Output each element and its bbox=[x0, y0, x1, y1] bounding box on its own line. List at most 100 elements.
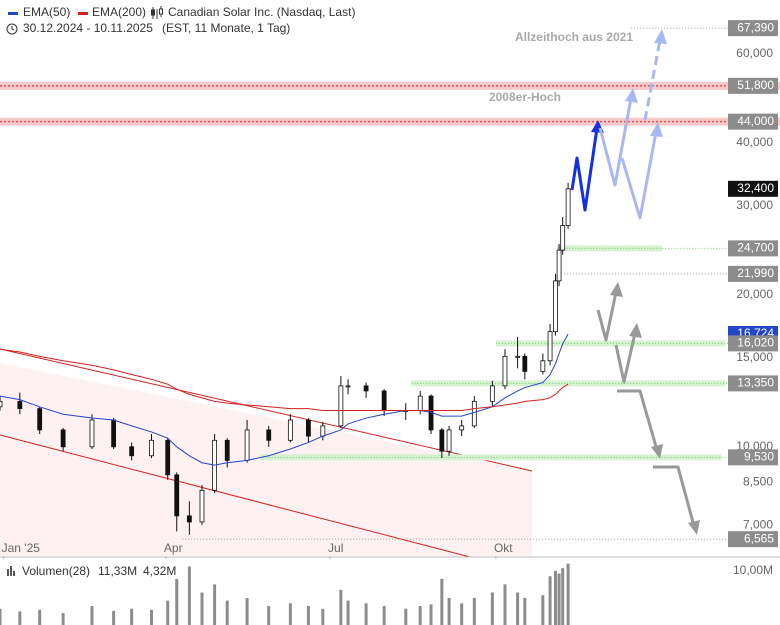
volume-label: Volumen(28) bbox=[22, 564, 90, 578]
x-tick-label: Jan '25 bbox=[2, 541, 41, 555]
y-tick-label: 20,000 bbox=[736, 287, 773, 301]
volume-bar bbox=[541, 595, 545, 625]
price-box-label: 16,020 bbox=[737, 336, 774, 350]
volume-tick-label: 10,00M bbox=[733, 563, 773, 577]
volume-bar bbox=[339, 589, 343, 625]
candle-body bbox=[287, 419, 293, 441]
candle-body bbox=[224, 439, 230, 461]
volume-bar bbox=[166, 600, 170, 625]
volume-bar bbox=[523, 597, 527, 625]
y-tick-label: 15,000 bbox=[736, 350, 773, 364]
volume-bar bbox=[447, 597, 451, 625]
price-box bbox=[728, 335, 778, 352]
date-range: 30.12.2024 - 10.11.2025 bbox=[23, 21, 153, 35]
volume-bar bbox=[200, 592, 204, 625]
legend-label: EMA(50) bbox=[23, 5, 70, 19]
projections bbox=[570, 29, 700, 535]
support-zone bbox=[259, 454, 722, 461]
price-box-label: 44,000 bbox=[737, 114, 774, 128]
volume-bar bbox=[321, 608, 325, 625]
volume-bar bbox=[440, 578, 444, 625]
instrument: Canadian Solar Inc. (Nasdaq, Last) bbox=[168, 5, 355, 19]
price-box-label: 9,530 bbox=[744, 450, 774, 464]
volume-bar bbox=[267, 606, 271, 625]
volume-bar bbox=[213, 584, 217, 625]
volume-bar bbox=[382, 606, 386, 625]
candle-body bbox=[17, 400, 23, 410]
y-tick-label: 7,000 bbox=[743, 517, 773, 531]
volume-last: 11,33M bbox=[98, 564, 137, 578]
volume-bar bbox=[18, 611, 22, 625]
candle-body bbox=[471, 400, 477, 427]
price-box-label: 67,390 bbox=[737, 20, 774, 34]
candle-body bbox=[338, 385, 344, 427]
volume-bar bbox=[404, 608, 408, 625]
candle-body bbox=[305, 419, 311, 437]
candle-body bbox=[459, 425, 465, 431]
volume-bar bbox=[225, 600, 229, 625]
price-box-label: 24,700 bbox=[737, 241, 774, 255]
candle-body bbox=[547, 331, 553, 362]
channel bbox=[0, 348, 533, 558]
candle-body bbox=[186, 515, 192, 523]
candle-body bbox=[560, 225, 566, 251]
volume-bar bbox=[112, 610, 116, 625]
support-zone bbox=[557, 245, 662, 252]
candle-body bbox=[165, 439, 171, 476]
price-box-label: 13,350 bbox=[737, 376, 774, 390]
candle-body bbox=[363, 385, 369, 392]
price-box-label: 32,400 bbox=[737, 181, 774, 195]
volume-bar bbox=[460, 603, 464, 625]
y-tick-label: 40,000 bbox=[736, 135, 773, 149]
legend-swatch bbox=[78, 12, 88, 15]
candle-body bbox=[522, 355, 528, 372]
candle-body bbox=[565, 188, 571, 227]
levels bbox=[0, 27, 780, 540]
volume-bar bbox=[503, 584, 507, 625]
price-box bbox=[728, 449, 778, 466]
volume-bar bbox=[175, 578, 179, 625]
legend-label: EMA(200) bbox=[92, 5, 146, 19]
volume-panel: Volumen(28) 11,33M 4,32M 10,00M bbox=[0, 563, 773, 625]
candle-body bbox=[446, 429, 452, 452]
price-box bbox=[728, 240, 778, 257]
volume-bar bbox=[566, 563, 570, 625]
candle-body bbox=[149, 439, 154, 457]
candle-body bbox=[345, 385, 351, 388]
price-box bbox=[728, 531, 778, 548]
price-box-label: 6,565 bbox=[744, 531, 774, 545]
y-tick-label: 30,000 bbox=[736, 198, 773, 212]
price-box bbox=[728, 180, 778, 197]
volume-bar bbox=[490, 592, 494, 625]
clock-icon bbox=[6, 23, 18, 35]
volume-bar bbox=[90, 606, 94, 625]
volume-bar bbox=[364, 603, 368, 625]
price-box bbox=[728, 375, 778, 392]
price-box bbox=[728, 77, 778, 94]
ema-line bbox=[0, 348, 569, 411]
price-box bbox=[728, 20, 778, 37]
volume-bar bbox=[553, 570, 557, 625]
candle-body bbox=[129, 446, 135, 457]
volume-bar bbox=[548, 576, 552, 625]
volume-average: 4,32M bbox=[143, 564, 176, 578]
clock-icon bbox=[11, 26, 15, 31]
volume-bar bbox=[472, 597, 476, 625]
volume-bar bbox=[288, 603, 292, 625]
candle-body bbox=[60, 429, 66, 448]
candle-body bbox=[174, 474, 180, 517]
volume-bar bbox=[429, 604, 433, 625]
volume-bar bbox=[149, 609, 153, 625]
candle-body bbox=[320, 425, 326, 437]
volume-bar bbox=[130, 608, 134, 625]
ema-line bbox=[0, 333, 569, 466]
candle-body bbox=[515, 355, 520, 358]
legend: EMA(50) EMA(200) Canadian Solar Inc. (Na… bbox=[6, 5, 355, 35]
candle-body bbox=[266, 429, 272, 441]
candle-body bbox=[489, 385, 495, 402]
candle-body bbox=[111, 419, 117, 448]
x-tick-label: Jul bbox=[328, 541, 343, 555]
candle-body bbox=[37, 408, 43, 431]
candle-body bbox=[89, 419, 95, 448]
candle-body bbox=[199, 489, 205, 523]
